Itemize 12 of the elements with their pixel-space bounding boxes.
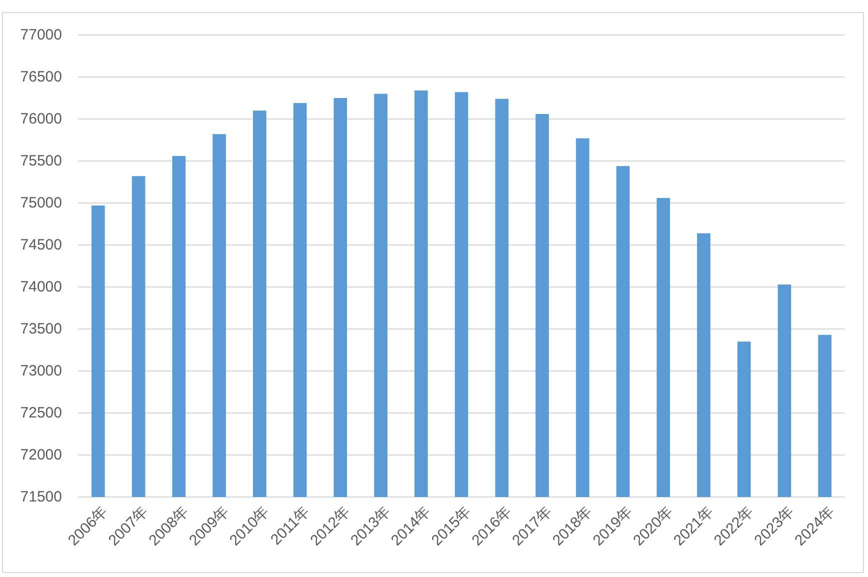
y-tick-label: 74500 <box>20 236 62 254</box>
y-tick-label: 72000 <box>20 446 62 464</box>
y-tick-label: 75000 <box>20 194 62 212</box>
y-tick-label: 72500 <box>20 404 62 422</box>
y-tick-label: 71500 <box>20 488 62 506</box>
y-tick-label: 73500 <box>20 320 62 338</box>
y-tick-label: 74000 <box>20 278 62 296</box>
y-tick-label: 76000 <box>20 110 62 128</box>
y-tick-label: 76500 <box>20 68 62 86</box>
y-tick-label: 75500 <box>20 152 62 170</box>
y-tick-label: 77000 <box>20 26 62 44</box>
y-tick-label: 73000 <box>20 362 62 380</box>
